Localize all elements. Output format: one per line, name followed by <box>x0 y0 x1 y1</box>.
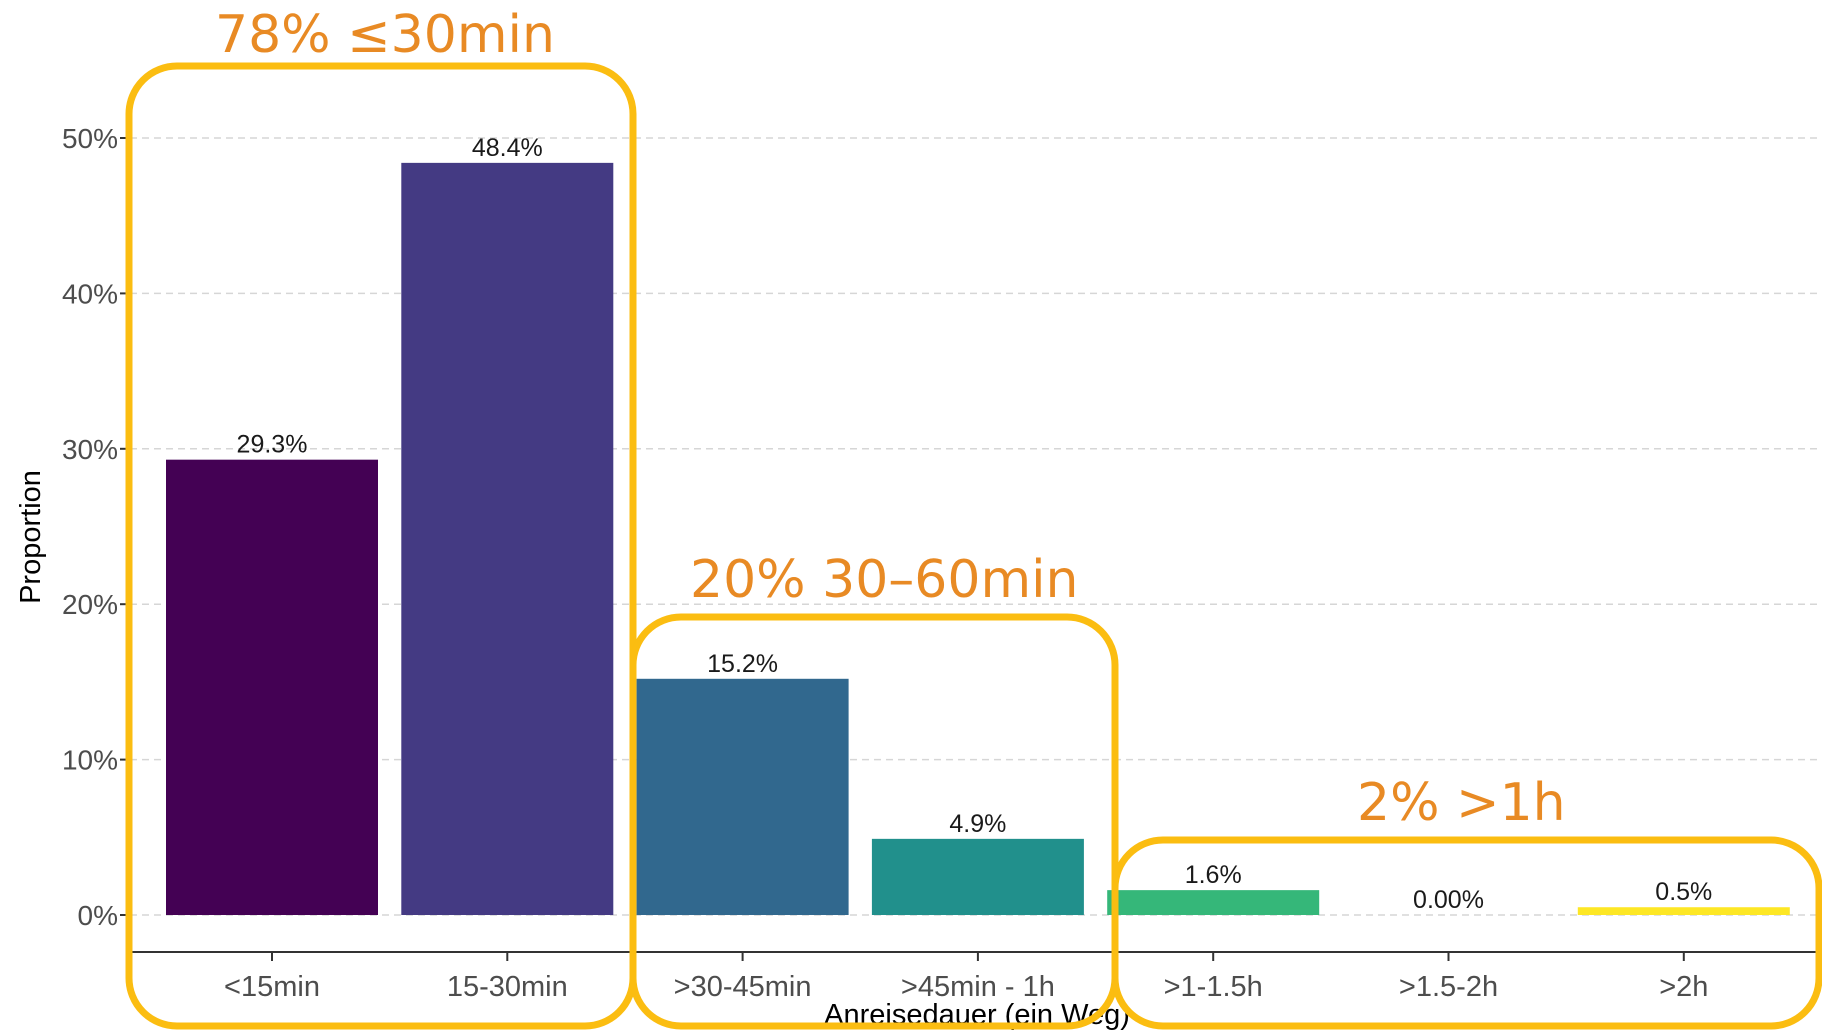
x-tick-label: >1-1.5h <box>1164 971 1263 1003</box>
y-tick-label: 10% <box>62 745 118 776</box>
bar <box>1577 907 1790 915</box>
group-annotation: 78% ≤30min <box>215 5 555 65</box>
x-tick-label: >2h <box>1659 971 1708 1003</box>
bar <box>636 678 849 915</box>
x-axis: <15min 15-30min >30-45min >45min - 1h >1-1.5… <box>130 951 1822 1003</box>
y-tick-label: 50% <box>62 123 118 154</box>
y-tick-label: 0% <box>78 900 118 931</box>
bar-value-label: 29.3% <box>237 431 308 459</box>
bar <box>401 162 614 915</box>
bar <box>166 459 378 915</box>
x-tick-label: >1.5-2h <box>1399 971 1498 1003</box>
annotations: 78% ≤30min 20% 30–60min 2% >1h <box>125 5 1822 1030</box>
group-annotation: 2% >1h <box>1357 773 1566 833</box>
bar-value-label: 0.5% <box>1655 878 1712 906</box>
bar <box>1107 890 1320 915</box>
y-axis-title: Proportion <box>15 470 47 604</box>
bar-value-label: 48.4% <box>472 134 543 162</box>
bar-value-label: 0.00% <box>1413 886 1484 914</box>
y-tick-label: 20% <box>62 589 118 620</box>
bars <box>166 162 1790 915</box>
y-tick-label: 30% <box>62 434 118 465</box>
highlight-box <box>629 613 1119 1030</box>
bar <box>871 838 1084 915</box>
x-tick-label: >30-45min <box>674 971 812 1003</box>
data-labels: 29.3% 48.4% 15.2% 4.9% 1.6% 0.00% 0.5% <box>237 134 1713 914</box>
bar-value-label: 15.2% <box>707 650 778 678</box>
gridlines <box>130 137 1822 916</box>
y-tick-label: 40% <box>62 278 118 309</box>
x-tick-label: 15-30min <box>447 971 568 1003</box>
y-axis: 0% 10% 20% 30% 40% 50% <box>62 123 130 931</box>
highlight-box <box>1111 836 1822 1030</box>
x-tick-label: >45min - 1h <box>901 971 1055 1003</box>
highlight-box <box>125 62 637 1030</box>
bar-value-label: 4.9% <box>949 810 1006 838</box>
x-tick-label: <15min <box>224 971 320 1003</box>
bar-value-label: 1.6% <box>1185 861 1242 889</box>
group-annotation: 20% 30–60min <box>690 550 1079 610</box>
